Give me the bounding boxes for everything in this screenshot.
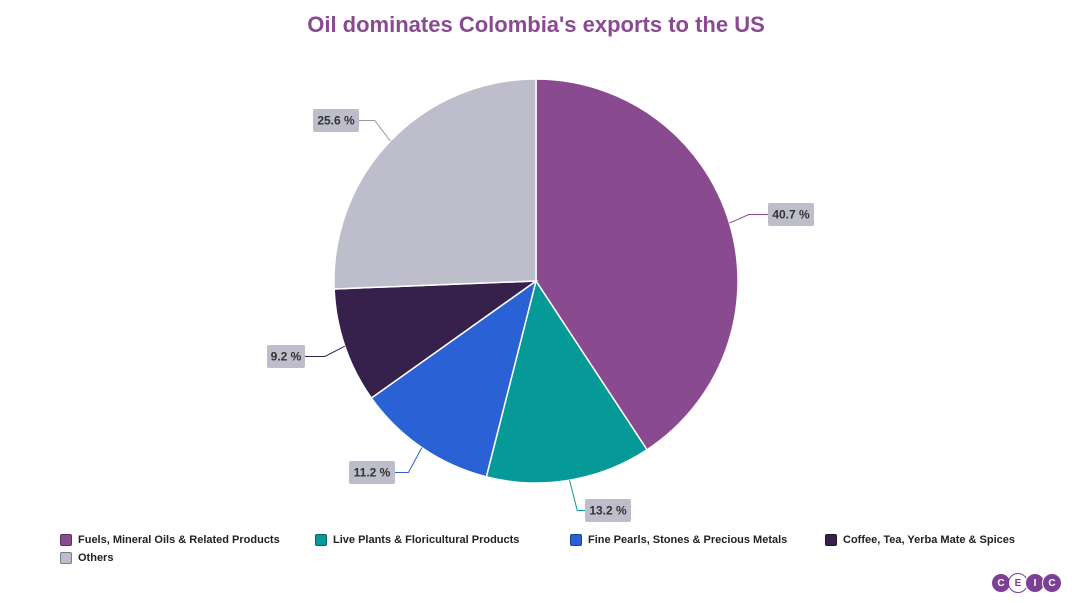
data-label-background [267,345,305,368]
pie-slice[interactable] [333,78,537,290]
legend-item[interactable]: Live Plants & Floricultural Products [315,534,519,546]
leader-line [305,345,346,357]
legend-label: Fine Pearls, Stones & Precious Metals [588,534,788,546]
chart-title: Oil dominates Colombia's exports to the … [307,12,765,37]
legend-label: Others [78,552,114,564]
legend-swatch [570,534,582,546]
pie-slice[interactable] [485,279,649,484]
data-label: 9.2 % [267,345,305,368]
pie-slice[interactable] [370,279,538,478]
data-label-text: 11.2 % [354,466,391,480]
legend-item[interactable]: Coffee, Tea, Yerba Mate & Spices [825,534,1015,546]
logo-letter: I [1025,573,1045,593]
legend-swatch [60,552,72,564]
legend-item[interactable]: Others [60,552,113,564]
leader-line [359,120,391,142]
logo-letter: C [1042,573,1062,593]
data-label: 40.7 % [768,203,814,226]
legend-swatch [825,534,837,546]
data-label-text: 40.7 % [772,208,810,222]
leader-line [729,214,768,224]
data-label-text: 25.6 % [317,114,355,128]
data-label-text: 13.2 % [589,504,627,518]
data-label: 11.2 % [349,461,395,484]
data-label-background [349,461,395,484]
legend-swatch [60,534,72,546]
data-label-background [768,203,814,226]
data-label: 25.6 % [313,109,359,132]
legend-swatch [315,534,327,546]
legend-label: Fuels, Mineral Oils & Related Products [78,534,280,546]
data-label-text: 9.2 % [271,350,302,364]
ceic-logo: C E I C [991,573,1062,593]
legend-label: Live Plants & Floricultural Products [333,534,520,546]
data-label-background [585,499,631,522]
legend-item[interactable]: Fuels, Mineral Oils & Related Products [60,534,280,546]
legend-label: Coffee, Tea, Yerba Mate & Spices [843,534,1015,546]
legend-item[interactable]: Fine Pearls, Stones & Precious Metals [570,534,787,546]
pie-slice[interactable] [333,280,539,400]
data-label: 13.2 % [585,499,631,522]
leader-line [569,480,585,511]
leader-line [395,447,423,473]
data-label-background [313,109,359,132]
